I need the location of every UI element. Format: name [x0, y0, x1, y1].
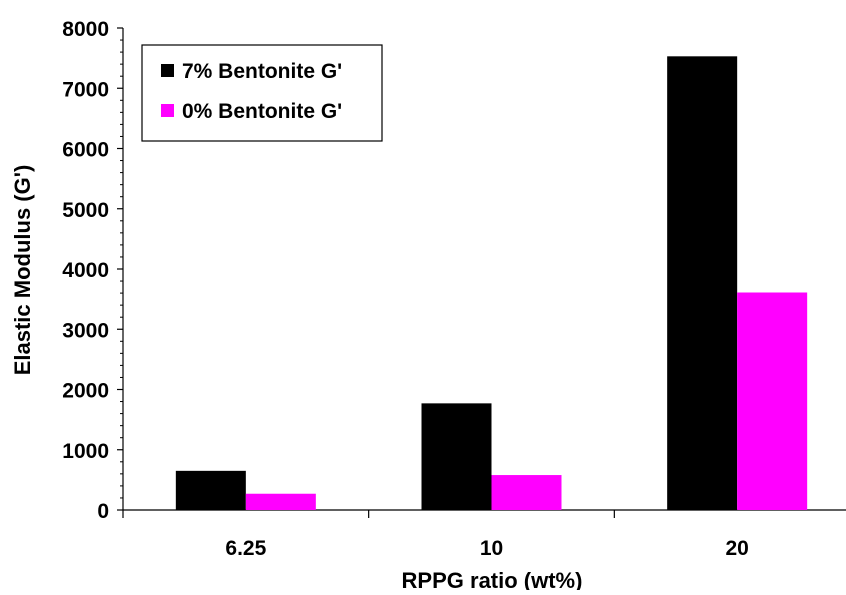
x-axis-title: RPPG ratio (wt%) [402, 568, 583, 590]
y-tick-label: 0 [97, 500, 109, 523]
bar [175, 470, 246, 510]
y-tick-label: 4000 [62, 259, 109, 282]
y-tick-label: 8000 [62, 18, 109, 41]
y-tick-label: 1000 [62, 440, 109, 463]
x-tick-label: 6.25 [225, 537, 266, 560]
bar [667, 56, 738, 510]
y-tick-label: 5000 [62, 199, 109, 222]
legend-label-7pct: 7% Bentonite G' [182, 60, 342, 83]
bar [421, 403, 492, 510]
bar [737, 292, 808, 510]
y-tick-label: 2000 [62, 380, 109, 403]
y-tick-label: 3000 [62, 319, 109, 342]
bar [245, 493, 316, 510]
legend-swatch-7pct [161, 64, 174, 77]
bar [491, 475, 562, 510]
y-tick-label: 6000 [62, 139, 109, 162]
x-tick-label: 10 [480, 537, 503, 560]
legend: 7% Bentonite G' 0% Bentonite G' [141, 44, 383, 142]
legend-swatch-0pct [161, 104, 174, 117]
bars [175, 56, 808, 510]
y-tick-label: 7000 [62, 78, 109, 101]
tick-labels: 0 1000 2000 3000 4000 5000 6000 7000 8000 6.25 10 2… [62, 18, 749, 560]
legend-label-0pct: 0% Bentonite G' [182, 100, 342, 123]
x-tick-label: 20 [725, 537, 748, 560]
legend-box [141, 44, 383, 142]
y-axis-title: Elastic Modulus (G') [10, 165, 35, 376]
